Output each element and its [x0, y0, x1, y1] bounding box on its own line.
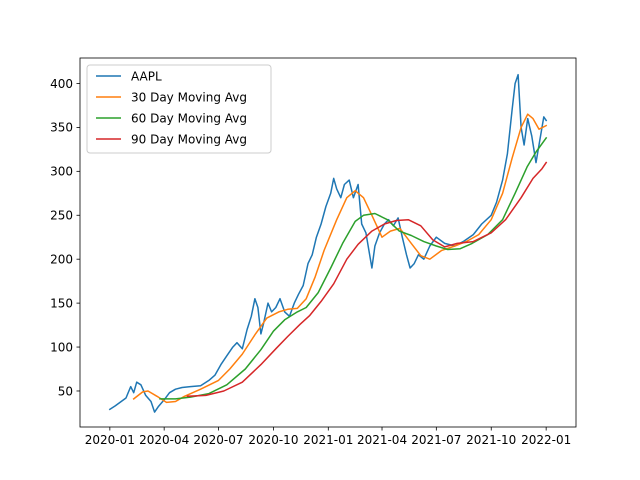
x-tick-label: 2020-07 [193, 433, 243, 447]
series-line-3 [186, 161, 548, 398]
legend-label-3: 90 Day Moving Avg [131, 132, 247, 146]
y-tick-label: 350 [50, 121, 73, 135]
series-line-0 [108, 73, 548, 413]
x-tick-label: 2021-01 [303, 433, 353, 447]
x-tick-label: 2020-01 [85, 433, 135, 447]
y-tick-label: 100 [50, 340, 73, 354]
y-tick-label: 200 [50, 252, 73, 266]
y-tick-label: 50 [58, 384, 73, 398]
series-line-1 [132, 113, 548, 404]
y-tick-label: 400 [50, 77, 73, 91]
legend-box [86, 64, 272, 154]
legend-label-1: 30 Day Moving Avg [131, 90, 247, 104]
y-tick-label: 250 [50, 209, 73, 223]
legend-label-2: 60 Day Moving Avg [131, 111, 247, 125]
series-layer [108, 73, 548, 413]
x-axis: 2020-01 2020-04 2020-07 2020-10 2021-01 2021-… [85, 427, 571, 447]
legend: AAPL 30 Day Moving Avg 60 Day Moving Avg 90… [86, 64, 272, 154]
x-tick-label: 2022-01 [521, 433, 571, 447]
x-tick-label: 2021-04 [357, 433, 407, 447]
x-tick-label: 2020-04 [139, 433, 189, 447]
x-tick-label: 2021-07 [411, 433, 461, 447]
x-tick-label: 2020-10 [248, 433, 298, 447]
x-tick-label: 2021-10 [466, 433, 516, 447]
y-axis: 50 100 150 200 250 300 350 400 [50, 77, 80, 398]
y-tick-label: 300 [50, 165, 73, 179]
legend-label-0: AAPL [131, 69, 162, 83]
y-tick-label: 150 [50, 296, 73, 310]
